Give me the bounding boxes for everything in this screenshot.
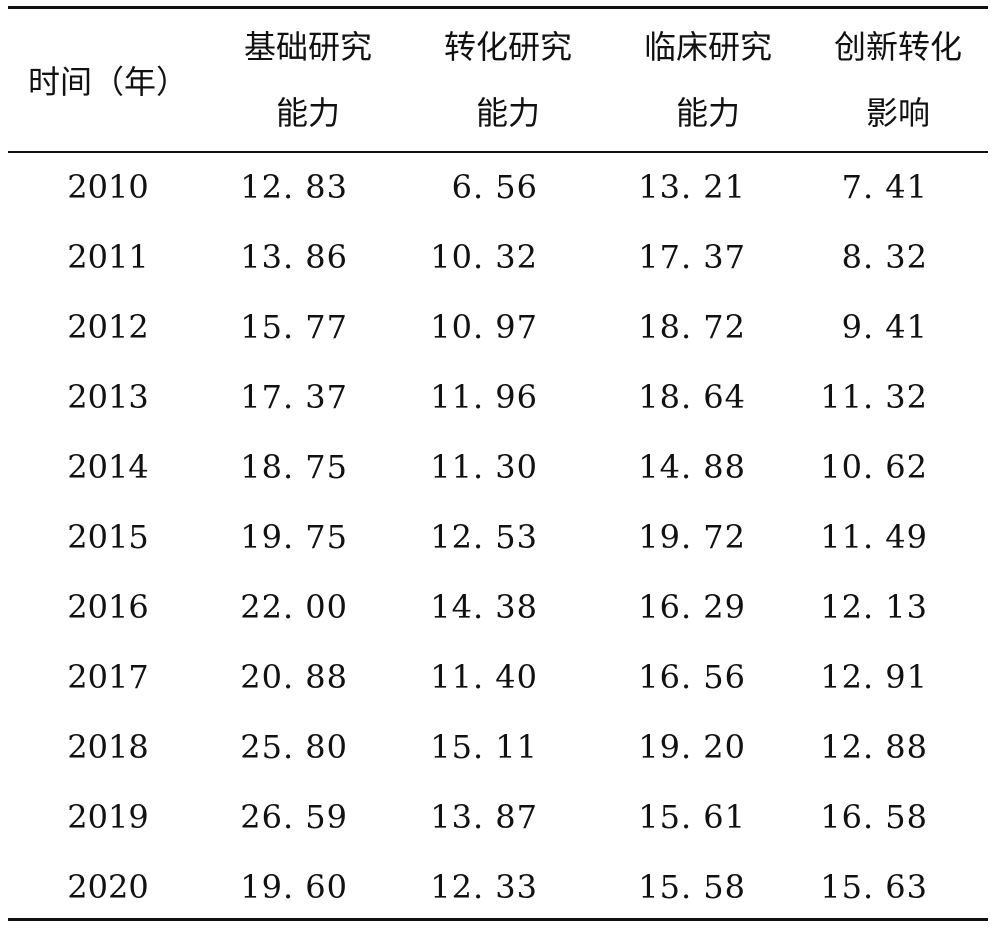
clinical-research-cell: 18. 64 [638,378,746,416]
innovation-impact-cell: 8. 32 [841,238,928,276]
translational-research-cell: 14. 38 [430,588,538,626]
table-row: 2018 25. 80 15. 11 19. 20 12. 88 [8,712,988,782]
innovation-impact-cell: 15. 63 [820,868,928,906]
header-innovation-impact: 创新转化 影响 [808,9,988,151]
clinical-research-cell: 19. 20 [638,728,746,766]
table-row: 2020 19. 60 12. 33 15. 58 15. 63 [8,852,988,922]
translational-research-cell: 11. 96 [430,378,538,416]
innovation-impact-cell: 10. 62 [820,448,928,486]
table-header-rule [8,151,988,153]
table-row: 2013 17. 37 11. 96 18. 64 11. 32 [8,362,988,432]
year-cell: 2018 [67,728,149,766]
clinical-research-cell: 13. 21 [638,168,746,206]
table-row: 2016 22. 00 14. 38 16. 29 12. 13 [8,572,988,642]
innovation-impact-cell: 16. 58 [820,798,928,836]
year-cell: 2015 [67,518,149,556]
header-year-label: 时间（年） [27,63,188,101]
translational-research-cell: 13. 87 [430,798,538,836]
innovation-impact-cell: 9. 41 [841,308,928,346]
clinical-research-cell: 15. 58 [638,868,746,906]
table-row: 2010 12. 83 6. 56 13. 21 7. 41 [8,152,988,222]
header-innovation-impact-line1: 创新转化 [833,28,962,66]
header-basic-research-line2: 能力 [275,94,340,132]
basic-research-cell: 20. 88 [240,658,348,696]
header-innovation-impact-line2: 影响 [865,94,930,132]
translational-research-cell: 11. 40 [430,658,538,696]
translational-research-cell: 10. 32 [430,238,538,276]
header-clinical-research-line2: 能力 [675,94,740,132]
clinical-research-cell: 16. 29 [638,588,746,626]
table-row: 2015 19. 75 12. 53 19. 72 11. 49 [8,502,988,572]
basic-research-cell: 12. 83 [240,168,348,206]
table-bottom-rule [8,918,988,921]
translational-research-cell: 12. 33 [430,868,538,906]
basic-research-cell: 19. 75 [240,518,348,556]
innovation-impact-cell: 12. 13 [820,588,928,626]
basic-research-cell: 17. 37 [240,378,348,416]
translational-research-cell: 11. 30 [430,448,538,486]
clinical-research-cell: 15. 61 [638,798,746,836]
year-cell: 2012 [67,308,149,346]
clinical-research-cell: 16. 56 [638,658,746,696]
year-cell: 2020 [67,868,149,906]
innovation-impact-cell: 12. 91 [820,658,928,696]
innovation-impact-cell: 11. 32 [820,378,928,416]
header-translational-research-line1: 转化研究 [443,28,572,66]
clinical-research-cell: 14. 88 [638,448,746,486]
clinical-research-cell: 17. 37 [638,238,746,276]
table-header: 时间（年） 基础研究 能力 转化研究 能力 临床研究 能力 创新转化 影响 [8,9,988,151]
basic-research-cell: 25. 80 [240,728,348,766]
year-cell: 2016 [67,588,149,626]
innovation-impact-cell: 7. 41 [841,168,928,206]
table-row: 2019 26. 59 13. 87 15. 61 16. 58 [8,782,988,852]
translational-research-cell: 6. 56 [451,168,538,206]
header-clinical-research: 临床研究 能力 [608,9,808,151]
basic-research-cell: 18. 75 [240,448,348,486]
innovation-impact-cell: 12. 88 [820,728,928,766]
table-row: 2017 20. 88 11. 40 16. 56 12. 91 [8,642,988,712]
innovation-impact-cell: 11. 49 [820,518,928,556]
table-row: 2014 18. 75 11. 30 14. 88 10. 62 [8,432,988,502]
year-cell: 2013 [67,378,149,416]
table-body: 2010 12. 83 6. 56 13. 21 7. 41 2011 13. 86 10. … [8,152,988,918]
translational-research-cell: 10. 97 [430,308,538,346]
header-translational-research: 转化研究 能力 [408,9,608,151]
clinical-research-cell: 18. 72 [638,308,746,346]
year-cell: 2011 [67,238,149,276]
year-cell: 2010 [67,168,149,206]
translational-research-cell: 15. 11 [430,728,538,766]
basic-research-cell: 22. 00 [240,588,348,626]
header-translational-research-line2: 能力 [475,94,540,132]
header-basic-research-line1: 基础研究 [243,28,372,66]
table-row: 2012 15. 77 10. 97 18. 72 9. 41 [8,292,988,362]
year-cell: 2017 [67,658,149,696]
basic-research-cell: 15. 77 [240,308,348,346]
header-clinical-research-line1: 临床研究 [643,28,772,66]
clinical-research-cell: 19. 72 [638,518,746,556]
header-basic-research: 基础研究 能力 [208,9,408,151]
year-cell: 2019 [67,798,149,836]
header-year: 时间（年） [8,9,208,151]
basic-research-cell: 26. 59 [240,798,348,836]
basic-research-cell: 19. 60 [240,868,348,906]
table-row: 2011 13. 86 10. 32 17. 37 8. 32 [8,222,988,292]
translational-research-cell: 12. 53 [430,518,538,556]
year-cell: 2014 [67,448,149,486]
table-top-rule [8,6,988,9]
basic-research-cell: 13. 86 [240,238,348,276]
